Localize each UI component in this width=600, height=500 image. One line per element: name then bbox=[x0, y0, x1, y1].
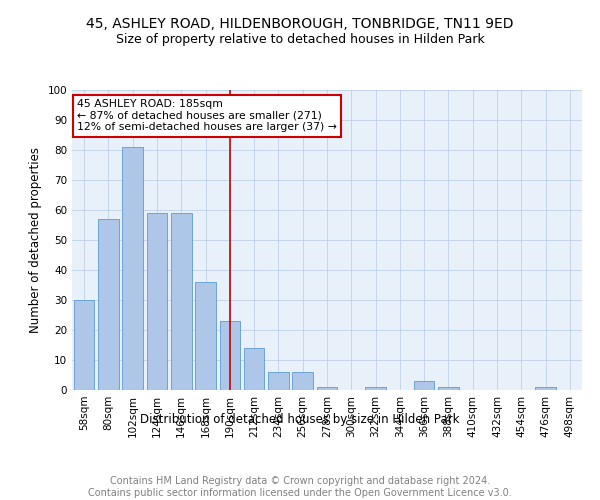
Bar bbox=[438, 387, 459, 390]
Bar bbox=[268, 372, 289, 390]
Bar bbox=[317, 387, 337, 390]
Bar bbox=[146, 213, 167, 390]
Bar bbox=[414, 381, 434, 390]
Y-axis label: Number of detached properties: Number of detached properties bbox=[29, 147, 42, 333]
Bar bbox=[195, 282, 216, 390]
Bar bbox=[171, 213, 191, 390]
Bar bbox=[74, 300, 94, 390]
Bar bbox=[535, 387, 556, 390]
Text: Contains HM Land Registry data © Crown copyright and database right 2024.
Contai: Contains HM Land Registry data © Crown c… bbox=[88, 476, 512, 498]
Bar bbox=[122, 147, 143, 390]
Text: Size of property relative to detached houses in Hilden Park: Size of property relative to detached ho… bbox=[116, 32, 484, 46]
Text: 45 ASHLEY ROAD: 185sqm
← 87% of detached houses are smaller (271)
12% of semi-de: 45 ASHLEY ROAD: 185sqm ← 87% of detached… bbox=[77, 99, 337, 132]
Bar bbox=[244, 348, 265, 390]
Bar bbox=[292, 372, 313, 390]
Bar bbox=[220, 321, 240, 390]
Bar bbox=[365, 387, 386, 390]
Text: Distribution of detached houses by size in Hilden Park: Distribution of detached houses by size … bbox=[140, 412, 460, 426]
Bar bbox=[98, 219, 119, 390]
Text: 45, ASHLEY ROAD, HILDENBOROUGH, TONBRIDGE, TN11 9ED: 45, ASHLEY ROAD, HILDENBOROUGH, TONBRIDG… bbox=[86, 18, 514, 32]
